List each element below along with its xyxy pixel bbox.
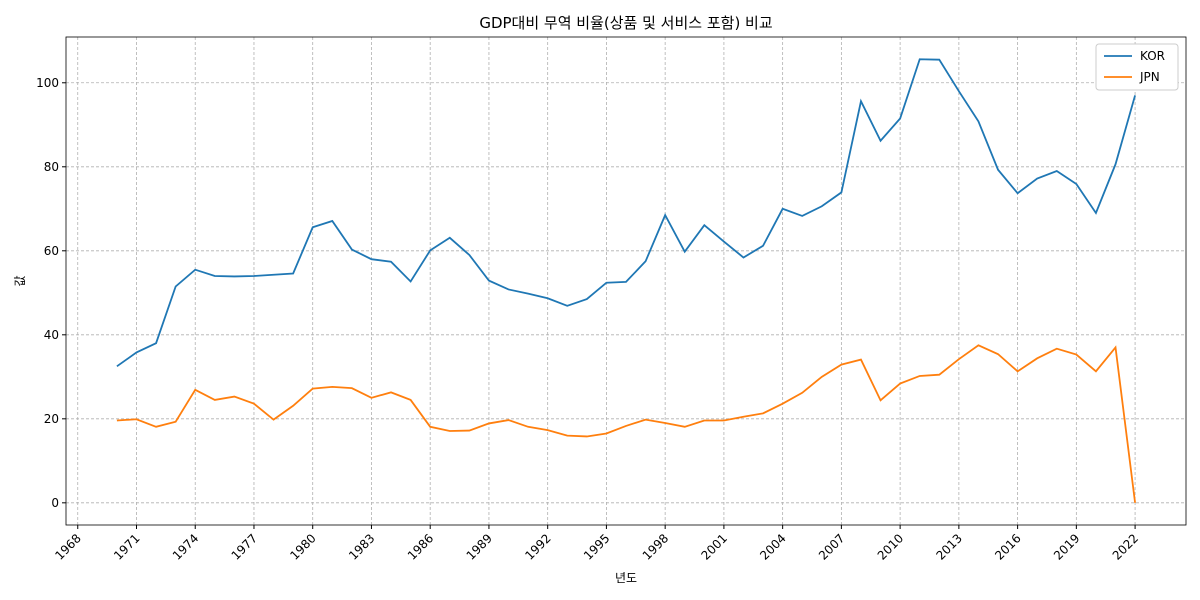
y-tick-label: 20 — [44, 412, 59, 426]
line — [116, 58, 1136, 368]
x-axis-label: 년도 — [615, 571, 637, 585]
plot-frame — [65, 36, 1187, 526]
legend-box — [1095, 43, 1179, 91]
y-tick-label: 60 — [44, 244, 59, 258]
legend-label: JPN — [1139, 70, 1160, 84]
y-tick-label: 0 — [51, 496, 59, 510]
chart-title: GDP대비 무역 비율(상품 및 서비스 포함) 비교 — [479, 14, 772, 32]
y-tick-label: 40 — [44, 328, 59, 342]
legend-label: KOR — [1140, 49, 1165, 63]
line — [116, 344, 1136, 503]
y-axis-label: 값 — [13, 275, 27, 286]
y-tick-label: 80 — [44, 160, 59, 174]
y-tick-label: 100 — [36, 76, 59, 90]
